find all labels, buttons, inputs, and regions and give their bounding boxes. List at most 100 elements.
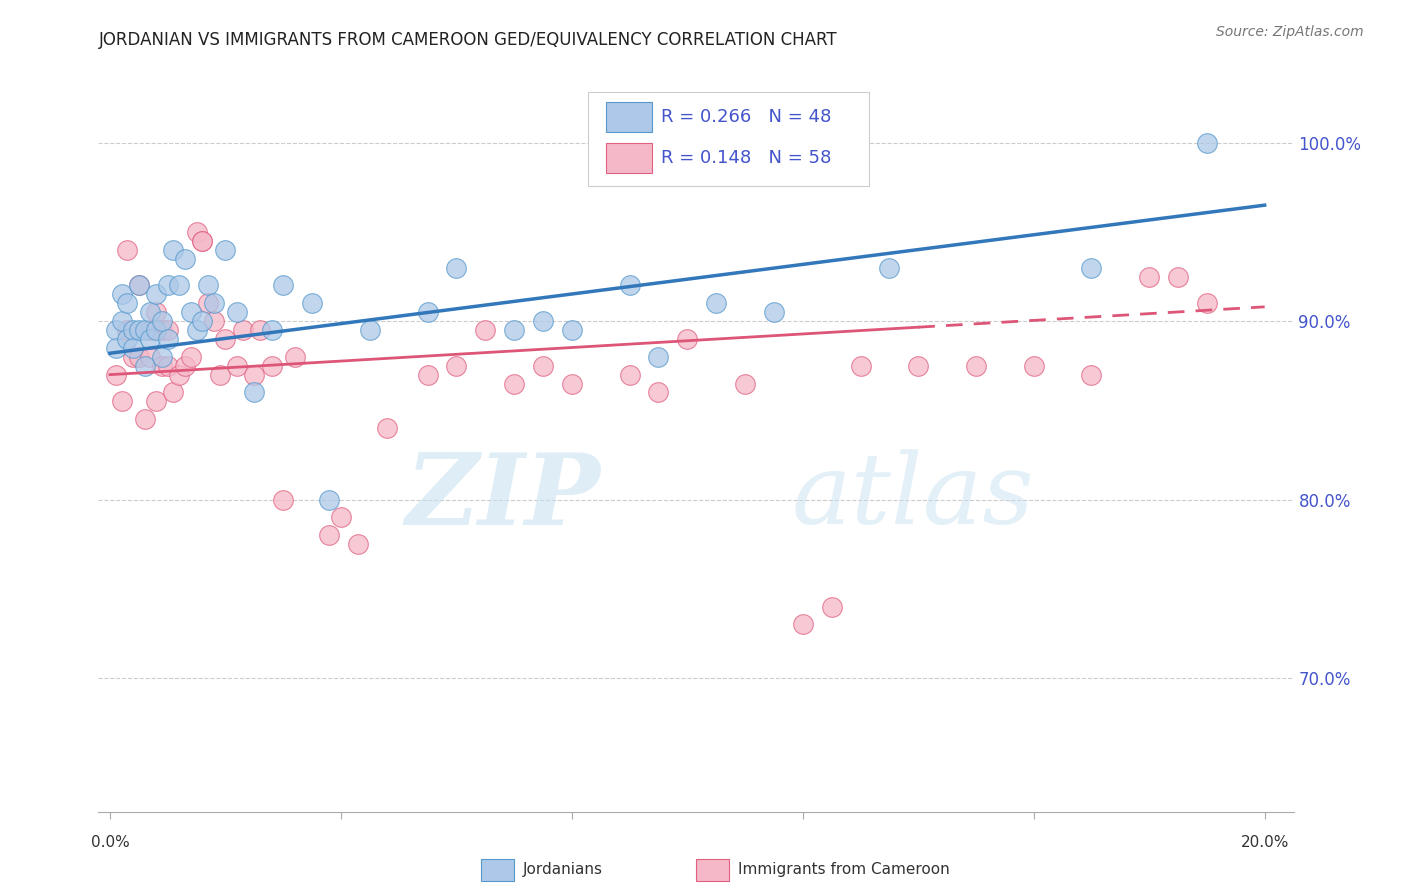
Point <box>792 617 814 632</box>
Point <box>150 323 173 337</box>
Point <box>180 305 202 319</box>
Point <box>191 234 214 248</box>
Point <box>619 368 641 382</box>
Point <box>907 359 929 373</box>
Point <box>284 350 307 364</box>
Point <box>734 376 756 391</box>
Point <box>1195 296 1218 310</box>
Point <box>117 296 139 310</box>
Point <box>1080 368 1102 382</box>
Point <box>186 225 208 239</box>
Point <box>134 359 156 373</box>
Point <box>117 243 139 257</box>
Point <box>202 296 225 310</box>
Point <box>139 350 162 364</box>
Point <box>416 305 439 319</box>
Point <box>145 394 167 409</box>
Point <box>503 376 526 391</box>
Point <box>359 323 381 337</box>
Point <box>145 305 167 319</box>
Point <box>156 359 179 373</box>
Point <box>704 296 727 310</box>
Point <box>197 296 219 310</box>
Point <box>318 492 340 507</box>
Point <box>416 368 439 382</box>
Point <box>214 243 236 257</box>
Text: ZIP: ZIP <box>405 449 600 545</box>
Point <box>191 234 214 248</box>
Point <box>271 492 294 507</box>
Point <box>243 368 266 382</box>
Point <box>104 323 127 337</box>
Point <box>271 278 294 293</box>
Point <box>531 359 554 373</box>
Point <box>162 385 184 400</box>
Point <box>232 323 254 337</box>
Point <box>226 359 249 373</box>
Point <box>167 278 190 293</box>
Point <box>191 314 214 328</box>
Point <box>139 332 162 346</box>
Point <box>375 421 398 435</box>
Point <box>301 296 323 310</box>
Point <box>676 332 699 346</box>
Point <box>619 278 641 293</box>
Point <box>879 260 901 275</box>
Point <box>110 394 132 409</box>
Text: JORDANIAN VS IMMIGRANTS FROM CAMEROON GED/EQUIVALENCY CORRELATION CHART: JORDANIAN VS IMMIGRANTS FROM CAMEROON GE… <box>98 31 837 49</box>
FancyBboxPatch shape <box>481 859 515 881</box>
Point <box>117 332 139 346</box>
Point <box>249 323 271 337</box>
Point <box>647 385 669 400</box>
Point <box>150 350 173 364</box>
Point <box>197 278 219 293</box>
Point <box>647 350 669 364</box>
Point <box>318 528 340 542</box>
FancyBboxPatch shape <box>589 93 869 186</box>
Point <box>208 368 231 382</box>
Point <box>139 323 162 337</box>
Point <box>156 332 179 346</box>
Text: 0.0%: 0.0% <box>90 835 129 850</box>
Point <box>110 314 132 328</box>
Point <box>820 599 842 614</box>
Point <box>122 350 145 364</box>
Point <box>117 323 139 337</box>
Point <box>128 323 150 337</box>
Point <box>214 332 236 346</box>
FancyBboxPatch shape <box>606 103 652 132</box>
Point <box>561 323 583 337</box>
Text: Jordanians: Jordanians <box>523 862 603 877</box>
Text: R = 0.266   N = 48: R = 0.266 N = 48 <box>661 108 832 126</box>
Point <box>762 305 785 319</box>
Point <box>162 243 184 257</box>
Point <box>1080 260 1102 275</box>
Point <box>561 376 583 391</box>
Point <box>849 359 872 373</box>
Point <box>104 341 127 355</box>
Point <box>150 314 173 328</box>
Point <box>965 359 987 373</box>
Point <box>1137 269 1160 284</box>
Point <box>329 510 352 524</box>
FancyBboxPatch shape <box>606 144 652 173</box>
Point <box>260 323 283 337</box>
Point <box>202 314 225 328</box>
Point <box>139 305 162 319</box>
Point <box>128 278 150 293</box>
Point <box>503 323 526 337</box>
Point <box>122 323 145 337</box>
Point <box>446 359 468 373</box>
Point <box>156 278 179 293</box>
Point <box>186 323 208 337</box>
Point <box>174 359 197 373</box>
Point <box>531 314 554 328</box>
Point <box>474 323 496 337</box>
Point <box>122 341 145 355</box>
Point <box>226 305 249 319</box>
Text: Immigrants from Cameroon: Immigrants from Cameroon <box>738 862 949 877</box>
FancyBboxPatch shape <box>696 859 730 881</box>
Text: R = 0.148   N = 58: R = 0.148 N = 58 <box>661 149 832 168</box>
Point <box>128 350 150 364</box>
Point <box>1022 359 1045 373</box>
